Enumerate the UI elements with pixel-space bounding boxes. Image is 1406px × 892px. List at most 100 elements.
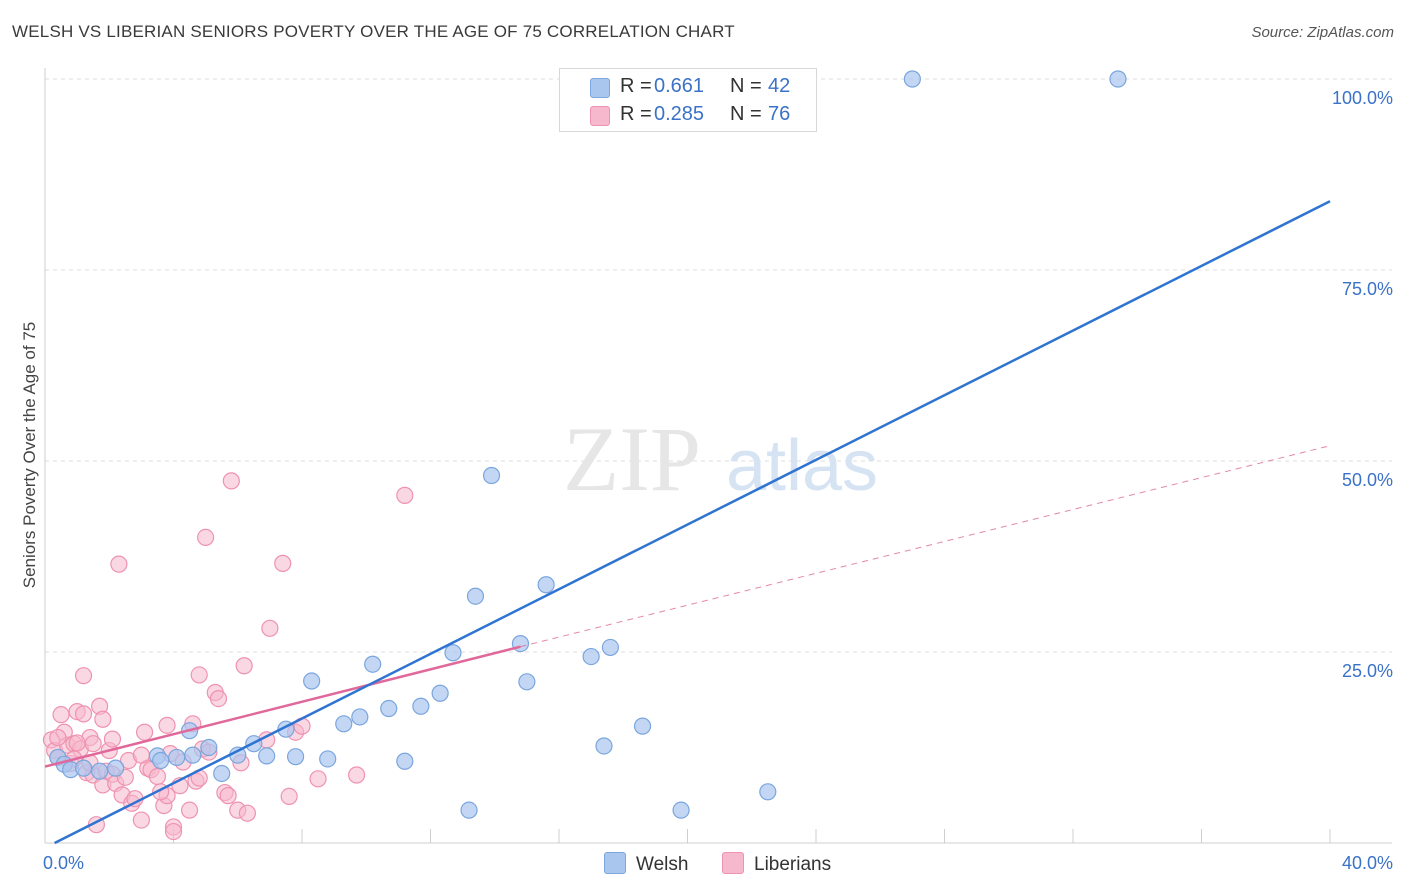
welsh-point <box>482 466 501 485</box>
x-tick-label-max: 40.0% <box>1342 853 1393 873</box>
liberians-n-label: N = <box>730 103 762 125</box>
welsh-point <box>213 764 231 783</box>
liberians-point <box>235 657 253 675</box>
source-label: Source: ZipAtlas.com <box>1251 24 1394 41</box>
liberians-point <box>49 728 67 747</box>
welsh-point <box>412 697 430 715</box>
liberians-swatch <box>590 106 610 126</box>
correlation-legend: R = 0.661 N = 42 R = 0.285 N = 76 <box>559 68 817 132</box>
welsh-point <box>466 587 485 605</box>
welsh-point <box>184 746 202 764</box>
y-tick-label: 50.0% <box>1342 470 1393 490</box>
liberians-point <box>158 716 176 734</box>
legend-item-liberians[interactable]: Liberians <box>722 852 831 876</box>
welsh-point <box>335 715 353 733</box>
liberians-point <box>94 710 112 728</box>
welsh-point <box>319 750 337 768</box>
legend-item-welsh[interactable]: Welsh <box>604 852 688 876</box>
welsh-r-label: R = <box>620 75 652 97</box>
liberians-n-value: 76 <box>768 103 791 125</box>
welsh-point <box>537 576 555 594</box>
welsh-point <box>168 748 186 767</box>
welsh-legend-swatch <box>604 852 626 874</box>
welsh-point <box>672 801 690 819</box>
liberians-point <box>274 554 292 572</box>
y-tick-label: 75.0% <box>1342 279 1393 299</box>
welsh-point <box>601 638 620 657</box>
liberians-point <box>222 472 240 490</box>
welsh-point <box>633 717 652 735</box>
liberians-point <box>209 690 228 708</box>
welsh-trend-line <box>54 200 1331 845</box>
welsh-point <box>595 737 613 755</box>
welsh-point <box>303 672 321 690</box>
liberians-point <box>348 766 366 784</box>
liberians-point <box>197 528 215 547</box>
welsh-point <box>431 684 449 702</box>
welsh-point <box>1109 70 1127 88</box>
welsh-point <box>460 801 478 819</box>
liberians-point <box>164 822 183 841</box>
liberians-point <box>110 555 128 573</box>
trend-lines <box>44 200 1331 845</box>
liberians-points <box>42 472 414 841</box>
liberians-point <box>84 735 102 753</box>
liberians-legend-label: Liberians <box>754 854 832 875</box>
welsh-point <box>351 708 369 726</box>
liberians-trend-extension <box>520 445 1331 648</box>
liberians-legend-swatch <box>722 852 744 874</box>
welsh-n-value: 42 <box>768 75 791 97</box>
welsh-point <box>518 673 536 691</box>
liberians-trend-line <box>44 645 521 768</box>
welsh-point <box>91 762 109 780</box>
welsh-point <box>286 748 305 766</box>
welsh-point <box>364 655 382 673</box>
welsh-points <box>49 70 1127 819</box>
welsh-point <box>759 783 777 801</box>
liberians-point <box>396 486 414 504</box>
watermark: ZIP atlas <box>563 408 878 510</box>
liberians-point <box>238 804 256 822</box>
y-tick-label: 100.0% <box>1332 88 1393 108</box>
welsh-point <box>396 752 414 770</box>
liberians-point <box>261 619 279 637</box>
y-tick-label: 25.0% <box>1342 661 1393 681</box>
liberians-point <box>180 801 199 819</box>
liberians-r-label: R = <box>620 103 652 125</box>
liberians-point <box>309 770 327 788</box>
welsh-r-value: 0.661 <box>654 75 705 97</box>
chart-title: WELSH VS LIBERIAN SENIORS POVERTY OVER T… <box>12 22 735 41</box>
liberians-point <box>190 666 208 684</box>
welsh-point <box>74 759 93 777</box>
welsh-point <box>444 644 462 662</box>
x-tick-label-min: 0.0% <box>43 853 84 873</box>
liberians-r-value: 0.285 <box>654 103 705 125</box>
liberians-point <box>68 734 86 752</box>
welsh-point <box>258 747 276 765</box>
liberians-point <box>74 705 93 723</box>
welsh-point <box>903 70 921 88</box>
welsh-n-label: N = <box>730 75 762 97</box>
liberians-point <box>74 667 93 685</box>
gridlines <box>45 78 1392 653</box>
axes <box>44 68 1392 844</box>
welsh-point <box>152 751 170 770</box>
series-legend: Welsh Liberians <box>0 852 1406 878</box>
liberians-point <box>148 767 167 786</box>
liberians-point <box>52 706 70 724</box>
welsh-swatch <box>590 78 610 98</box>
welsh-legend-label: Welsh <box>636 854 689 875</box>
welsh-point <box>107 759 125 777</box>
tick-labels: 25.0% 50.0% 75.0% 100.0% 0.0% 40.0% <box>43 88 1393 873</box>
liberians-point <box>135 723 154 741</box>
liberians-point <box>132 811 150 829</box>
watermark-zip: ZIP <box>563 408 701 510</box>
liberians-point <box>132 746 150 764</box>
liberians-point <box>103 730 122 748</box>
welsh-point <box>380 699 398 718</box>
liberians-point <box>280 787 298 805</box>
welsh-point <box>582 647 600 666</box>
welsh-point <box>200 738 218 757</box>
liberians-point <box>219 787 237 805</box>
